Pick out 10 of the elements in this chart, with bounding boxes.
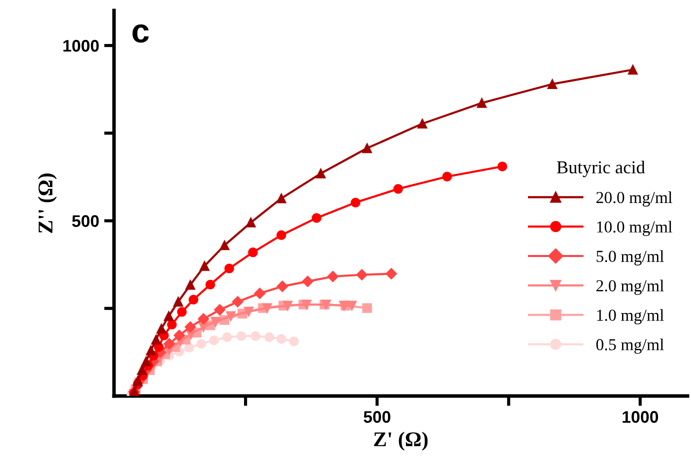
y-axis-title: Z'' (Ω)	[38, 174, 57, 233]
legend-label: 5.0 mg/ml	[596, 250, 664, 266]
legend-title: Butyric acid	[556, 160, 645, 178]
legend-label: 20.0 mg/ml	[596, 191, 672, 207]
legend-label: 1.0 mg/ml	[597, 309, 664, 324]
annotation: c	[132, 24, 149, 43]
x-axis-title: Z' (Ω)	[374, 432, 428, 451]
legend-label: 2.0 mg/ml	[596, 280, 664, 295]
legend-label: 0.5 mg/ml	[596, 338, 664, 354]
legend-label: 10.0 mg/ml	[597, 220, 672, 236]
